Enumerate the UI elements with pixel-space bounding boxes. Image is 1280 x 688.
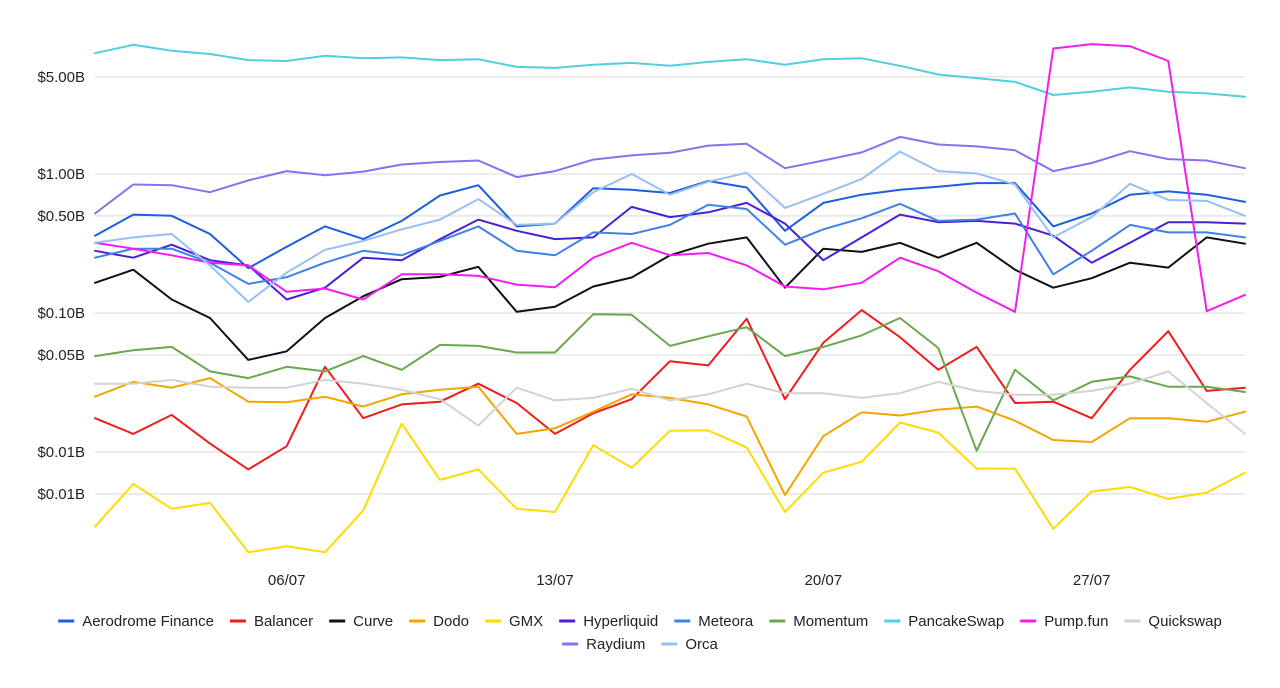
x-tick-label: 06/07 xyxy=(268,572,306,589)
legend-item-meteora: Meteora xyxy=(674,613,754,630)
series-line-balancer xyxy=(94,309,1246,471)
legend: Aerodrome Finance Balancer Curve Dodo GMX Hyp… xyxy=(58,613,1222,653)
legend-label: Orca xyxy=(685,636,718,653)
legend-item-hyperliquid: Hyperliquid xyxy=(559,613,658,630)
series-line-hyperliquid xyxy=(94,201,1246,301)
legend-label: PancakeSwap xyxy=(908,613,1004,630)
y-tick-label: $1.00B xyxy=(37,166,85,183)
series-line-aerodrome-finance xyxy=(94,180,1246,270)
legend-label: Curve xyxy=(353,613,393,630)
legend-item-dodo: Dodo xyxy=(409,613,469,630)
x-axis-tick-labels: 06/07 13/07 20/07 27/07 xyxy=(268,572,1111,589)
legend-label: Momentum xyxy=(793,613,868,630)
series-line-orca xyxy=(94,150,1246,303)
x-tick-label: 27/07 xyxy=(1073,572,1111,589)
legend-item-pancakeswap: PancakeSwap xyxy=(884,613,1004,630)
legend-item-gmx: GMX xyxy=(485,613,543,630)
legend-item-orca: Orca xyxy=(661,636,718,653)
series-lines xyxy=(94,43,1246,554)
legend-item-aerodrome-finance: Aerodrome Finance xyxy=(58,613,214,630)
legend-label: Pump.fun xyxy=(1044,613,1108,630)
legend-label: Hyperliquid xyxy=(583,613,658,630)
y-tick-label: $0.05B xyxy=(37,347,85,364)
series-line-quickswap xyxy=(94,370,1246,435)
legend-item-balancer: Balancer xyxy=(229,613,313,630)
series-line-gmx xyxy=(94,421,1246,554)
legend-label: Balancer xyxy=(254,613,313,630)
series-line-pump-fun xyxy=(94,43,1246,313)
series-line-dodo xyxy=(94,377,1246,497)
series-line-meteora xyxy=(94,202,1246,285)
x-tick-label: 13/07 xyxy=(536,572,574,589)
legend-label: Meteora xyxy=(698,613,754,630)
y-tick-label: $0.01B xyxy=(37,486,85,503)
series-line-pancakeswap xyxy=(94,43,1246,98)
y-tick-label: $0.01B xyxy=(37,444,85,461)
legend-item-curve: Curve xyxy=(329,613,393,630)
legend-label: Quickswap xyxy=(1148,613,1221,630)
y-tick-label: $0.50B xyxy=(37,208,85,225)
series-line-momentum xyxy=(94,313,1246,452)
series-line-raydium xyxy=(94,135,1246,215)
gridlines xyxy=(95,76,1245,495)
y-tick-label: $0.10B xyxy=(37,305,85,322)
legend-label: Aerodrome Finance xyxy=(82,613,214,630)
legend-label: GMX xyxy=(509,613,543,630)
y-tick-label: $5.00B xyxy=(37,69,85,86)
legend-item-raydium: Raydium xyxy=(562,636,645,653)
legend-label: Dodo xyxy=(433,613,469,630)
legend-item-quickswap: Quickswap xyxy=(1124,613,1222,630)
legend-label: Raydium xyxy=(586,636,645,653)
legend-item-pump-fun: Pump.fun xyxy=(1020,613,1108,630)
y-axis-tick-labels: $5.00B $1.00B $0.50B $0.10B $0.05B $0.01B $0.0… xyxy=(37,69,85,503)
x-tick-label: 20/07 xyxy=(805,572,843,589)
legend-item-momentum: Momentum xyxy=(769,613,868,630)
